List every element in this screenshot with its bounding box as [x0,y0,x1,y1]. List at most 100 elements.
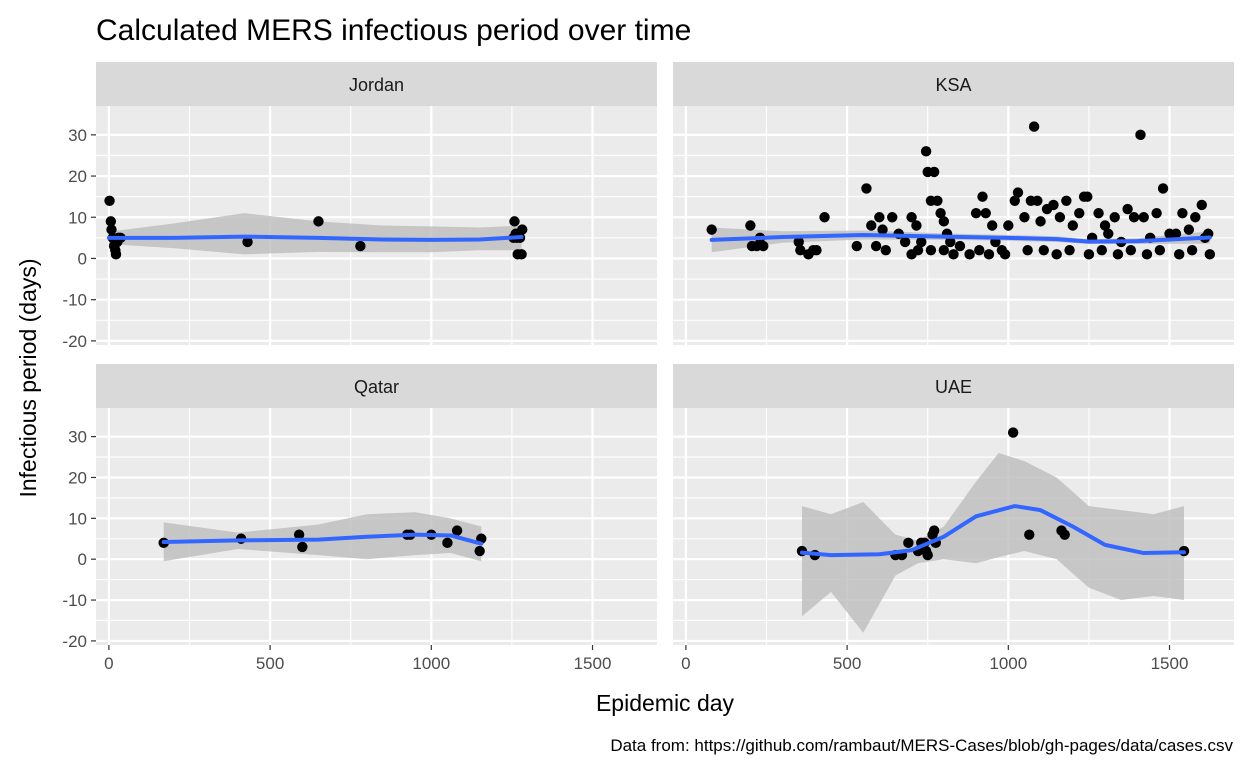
data-point [1082,191,1093,202]
data-point [242,236,253,248]
data-point [964,249,975,260]
data-point [1170,228,1182,239]
data-point [1083,249,1095,260]
y-tick-label: -10 [62,291,87,310]
smooth-line [161,532,484,546]
data-point [819,212,830,223]
data-point [922,549,933,561]
data-point [1186,245,1198,256]
y-tick-label: -20 [62,332,87,351]
y-tick-label: 30 [68,126,87,145]
x-tick-label: 1500 [1151,654,1189,673]
facet-strip-label: KSA [935,75,971,95]
data-source-caption: Data from: https://github.com/rambaut/ME… [610,736,1233,755]
data-point [509,216,520,227]
data-point [1204,249,1216,260]
facet-panel-jordan: Jordan -20 -10 0 10 20 30 [62,62,657,351]
data-point [1054,212,1066,223]
facet-strip-label: Qatar [354,377,399,397]
data-point [313,216,324,227]
y-tick-label: 30 [68,428,87,447]
facet-strip-label: UAE [935,377,972,397]
data-point [912,245,924,256]
data-point [938,216,950,227]
data-point [1183,224,1195,235]
data-point [899,236,911,248]
data-point [1125,245,1137,256]
x-tick-label: 1000 [989,654,1027,673]
y-tick-label: -10 [62,591,87,610]
y-tick-label: -20 [62,632,87,651]
data-point [1177,207,1188,219]
data-point [442,537,453,549]
facet-panel-uae: UAE 0 500 1000 1500 [673,364,1234,673]
smooth-line [799,504,1187,558]
data-point [1038,245,1049,256]
data-point [877,224,888,235]
data-point [758,240,769,252]
data-point [1128,212,1140,223]
data-point [925,245,937,256]
data-point [110,249,122,260]
y-axis-title: Infectious period (days) [15,258,41,497]
data-point [811,245,822,256]
y-tick-label: 10 [68,509,87,528]
facet-panel-qatar: Qatar -20 -10 0 10 20 30 0 500 1000 1500 [62,364,657,673]
data-point [970,207,982,219]
data-point [745,220,756,231]
data-point [1093,207,1104,219]
data-point [1022,245,1033,256]
y-tick-label: 0 [78,249,87,268]
data-point [1067,220,1078,231]
data-point [935,207,946,219]
data-point [1141,249,1153,260]
facet-strip [96,62,657,106]
data-point [1099,220,1111,231]
facet-panel-ksa: KSA [673,62,1234,345]
data-point [1190,212,1201,223]
data-point [866,220,877,231]
x-tick-label: 0 [681,654,690,673]
data-point [938,245,950,256]
data-point [880,245,891,256]
facet-strip-label: Jordan [349,75,404,95]
x-tick-label: 500 [256,654,284,673]
data-point [451,525,463,536]
data-point [887,212,898,223]
panel-background [673,106,1234,345]
data-point [870,240,882,252]
data-point [932,195,943,206]
data-point [1064,245,1075,256]
data-point [1151,207,1162,219]
data-point [1196,199,1207,211]
data-point [1035,216,1046,227]
data-point [906,212,917,223]
data-point [861,183,872,194]
data-point [983,249,995,260]
data-point [1007,427,1019,438]
data-point [1003,220,1014,231]
data-point [1157,183,1169,194]
data-point [104,195,115,206]
smooth-line [106,234,524,242]
data-point [1032,195,1043,206]
confidence-ribbon [108,213,522,255]
data-point [980,207,991,219]
data-point [1112,249,1124,260]
data-point [1109,212,1120,223]
data-point [986,220,998,231]
data-point [1061,195,1072,206]
data-point [1024,529,1035,540]
data-point [948,249,959,260]
data-point [928,166,940,178]
facet-strip [673,62,1234,106]
y-tick-label: 20 [68,167,87,186]
data-point [517,224,528,235]
data-point [911,220,922,231]
y-tick-label: 10 [68,208,87,227]
data-point [795,245,806,256]
data-point [928,525,940,536]
data-point [1059,529,1070,540]
data-point [1135,129,1146,141]
